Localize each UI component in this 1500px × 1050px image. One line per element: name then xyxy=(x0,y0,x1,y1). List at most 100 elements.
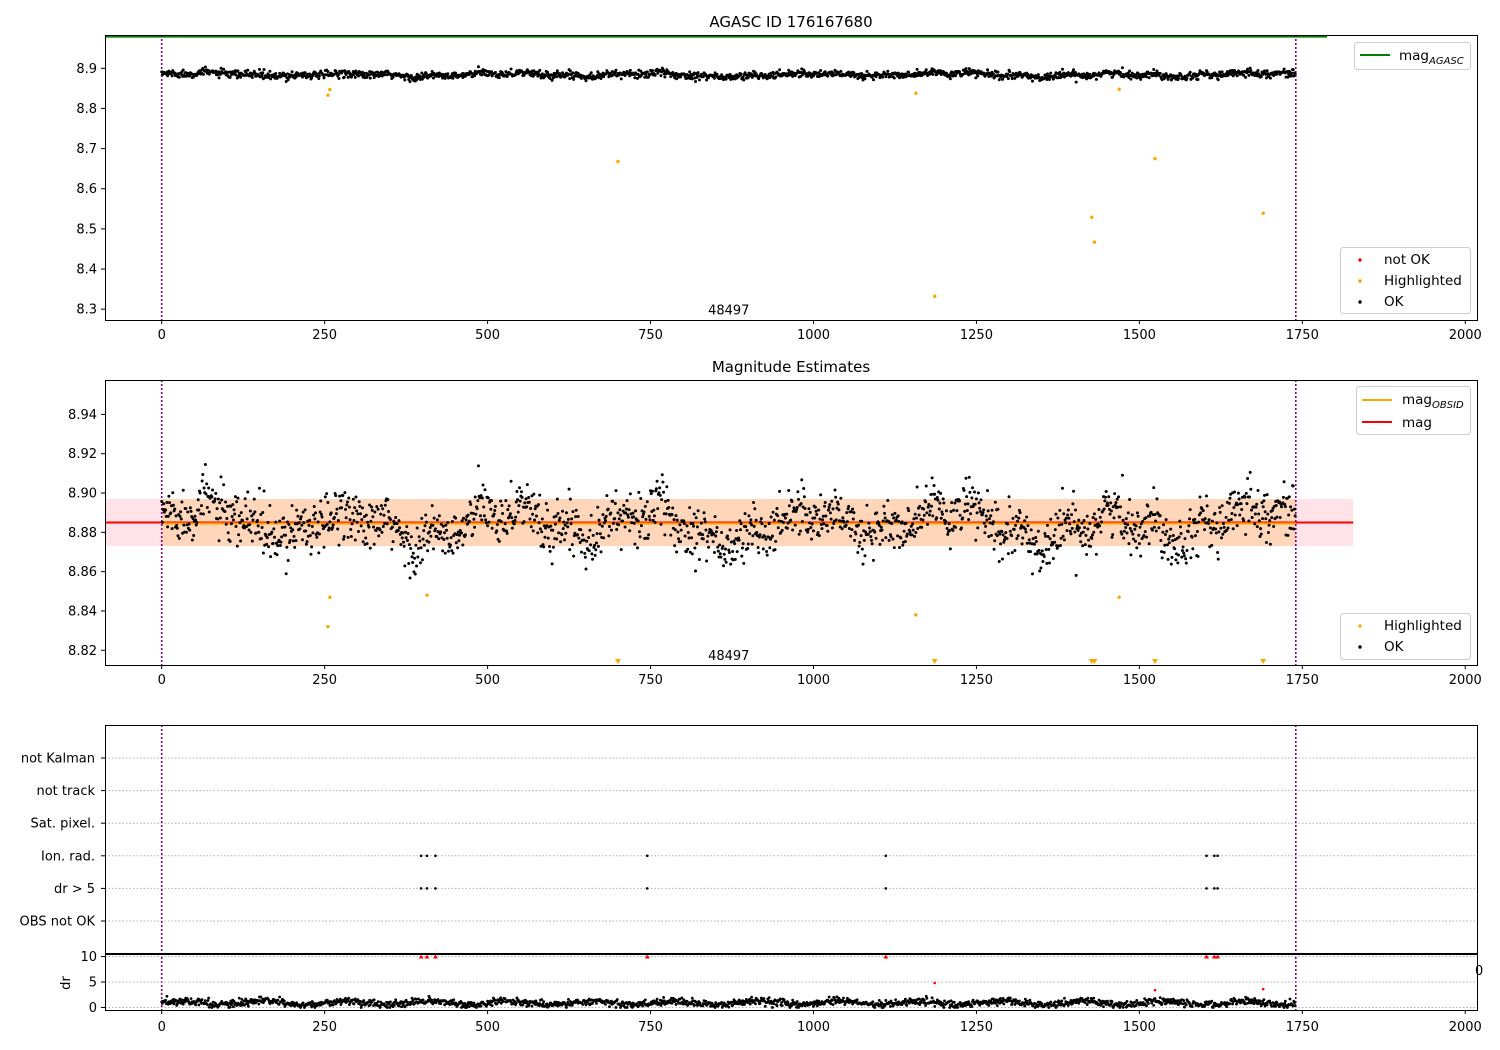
ok-point xyxy=(628,492,632,496)
ok-point xyxy=(180,500,184,504)
ok-point xyxy=(906,506,910,510)
ok-point xyxy=(767,535,771,539)
ok-point xyxy=(1235,74,1239,78)
dr-ok-point xyxy=(660,999,664,1003)
ok-point xyxy=(353,75,357,79)
ok-point xyxy=(1291,484,1295,488)
ok-point xyxy=(257,486,261,490)
below-range-marker xyxy=(1260,659,1267,664)
ok-point xyxy=(750,523,754,527)
ok-point xyxy=(343,491,347,495)
ok-point xyxy=(351,511,355,515)
ok-point xyxy=(259,513,263,517)
ok-point xyxy=(231,503,235,507)
dr-ok-point xyxy=(604,1002,607,1006)
ok-point xyxy=(445,528,449,532)
ok-point xyxy=(826,529,830,533)
ok-point xyxy=(1139,554,1143,558)
ok-point xyxy=(214,69,218,73)
ok-point xyxy=(939,491,943,495)
ok-point xyxy=(927,502,931,506)
highlighted-point xyxy=(933,294,937,299)
ok-point xyxy=(1167,541,1171,545)
ok-point xyxy=(374,528,378,532)
ok-point xyxy=(963,509,967,513)
ok-point xyxy=(241,518,245,522)
ok-point xyxy=(307,523,311,527)
ok-point xyxy=(331,523,335,527)
ok-point xyxy=(1289,74,1293,78)
ok-point xyxy=(574,508,578,512)
ok-point xyxy=(228,539,232,543)
ok-point xyxy=(420,77,424,81)
ok-point xyxy=(411,561,415,565)
ok-point xyxy=(595,532,599,536)
ok-point xyxy=(791,528,795,532)
ok-point xyxy=(1053,540,1057,544)
ok-point xyxy=(1049,71,1053,75)
ok-point xyxy=(572,77,576,81)
ok-point xyxy=(1109,501,1113,505)
ok-point xyxy=(864,530,868,534)
ok-point xyxy=(533,507,537,511)
ok-point xyxy=(287,522,291,526)
ok-point xyxy=(868,530,872,534)
ok-point xyxy=(1220,536,1224,540)
ok-point xyxy=(1085,552,1089,556)
ok-point xyxy=(924,500,928,504)
ok-point xyxy=(924,484,928,488)
dr-ok-point xyxy=(584,1003,588,1007)
ok-point xyxy=(365,75,369,79)
dr-ok-point xyxy=(894,998,898,1002)
ok-point xyxy=(540,517,544,521)
dr-ok-point xyxy=(490,1004,494,1008)
ok-point xyxy=(266,520,270,524)
ok-point xyxy=(1002,538,1006,542)
ok-point xyxy=(720,547,724,551)
ok-point xyxy=(800,478,804,482)
ok-point xyxy=(693,546,697,550)
ok-point xyxy=(441,549,445,553)
ok-point xyxy=(439,530,443,534)
dr-ok-point xyxy=(570,1003,574,1007)
ok-point xyxy=(1233,490,1237,494)
ok-point xyxy=(729,540,733,544)
ok-point xyxy=(1092,530,1096,534)
dr-ok-point xyxy=(228,1001,231,1005)
ok-point xyxy=(633,542,637,546)
ok-point xyxy=(726,537,730,541)
ok-point xyxy=(566,517,570,521)
ok-point xyxy=(365,542,369,546)
dr-ok-point xyxy=(439,1002,443,1006)
dr-ok-point xyxy=(905,1003,909,1007)
ok-point xyxy=(1094,517,1098,521)
dr-ok-point xyxy=(855,998,859,1002)
ok-point xyxy=(430,70,434,74)
ok-point xyxy=(332,515,336,519)
highlighted-point xyxy=(425,593,429,597)
dr-ok-point xyxy=(873,1006,877,1009)
ok-point xyxy=(426,549,430,553)
ok-point xyxy=(342,75,346,79)
ok-point xyxy=(471,511,475,515)
ok-point xyxy=(675,77,679,81)
ok-point xyxy=(696,71,700,75)
ok-point xyxy=(884,75,888,79)
ok-point xyxy=(555,537,559,541)
ok-point xyxy=(508,512,512,516)
ok-point xyxy=(881,519,885,523)
ok-point xyxy=(338,494,342,498)
ok-point xyxy=(225,516,229,520)
ok-point xyxy=(326,500,330,504)
ok-point xyxy=(317,532,321,536)
ok-point xyxy=(986,509,990,513)
ok-point xyxy=(1005,537,1009,541)
highlighted-point xyxy=(616,159,620,164)
ok-point xyxy=(634,509,638,513)
ok-point xyxy=(1247,519,1251,523)
ok-point xyxy=(210,495,214,499)
ok-point xyxy=(269,555,273,559)
ok-point xyxy=(596,76,600,80)
ok-point xyxy=(1085,514,1089,518)
ok-point xyxy=(1177,535,1181,539)
